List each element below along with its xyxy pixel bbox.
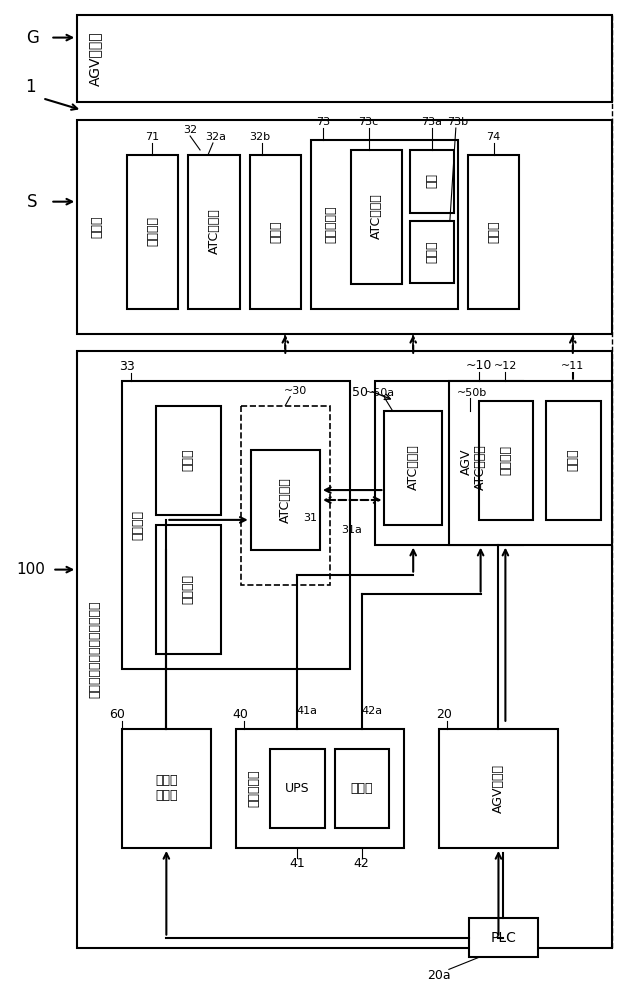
Text: 电源: 电源 [426,173,439,188]
Text: 100: 100 [16,562,45,577]
Bar [350,150,403,284]
Bar [439,729,558,848]
Bar [478,401,533,520]
Text: ~50a: ~50a [365,388,395,398]
Bar [77,120,613,334]
Text: 40: 40 [233,708,249,721]
Text: 32a: 32a [205,132,226,142]
Text: 60: 60 [109,708,125,721]
Bar [469,918,538,957]
Text: ~50b: ~50b [457,388,487,398]
Text: 驱动机构: 驱动机构 [499,445,512,475]
Text: ATC从装置: ATC从装置 [407,444,420,490]
Text: 定位销: 定位销 [566,449,579,471]
Text: 照相机: 照相机 [182,449,195,471]
Text: ATC主装置: ATC主装置 [474,444,487,490]
Bar [156,406,221,515]
Text: 1: 1 [25,78,36,96]
Text: 74: 74 [486,132,501,142]
Bar [374,381,523,545]
Text: AGV控制板: AGV控制板 [88,31,102,86]
Text: 73a: 73a [422,117,442,127]
Bar [249,155,301,309]
Text: 42a: 42a [361,706,382,716]
Bar [335,749,390,828]
Bar [122,381,350,669]
Text: 32: 32 [183,125,197,135]
Text: 32b: 32b [249,132,270,142]
Text: ~12: ~12 [494,361,517,371]
Text: 作业器具: 作业器具 [146,217,159,246]
Bar [271,749,325,828]
Text: 73c: 73c [358,117,379,127]
Bar [156,525,221,654]
Text: 定位槽: 定位槽 [487,220,500,243]
Text: 动力蓄积部: 动力蓄积部 [247,770,260,807]
Text: 机器人臂: 机器人臂 [131,510,144,540]
Text: 33: 33 [119,360,134,373]
Bar [410,150,454,213]
Bar [467,155,520,309]
Bar [127,155,178,309]
Text: PLC: PLC [491,931,516,945]
Bar [385,410,442,525]
Bar [77,15,613,102]
Text: 空压源: 空压源 [426,240,439,263]
Bar [311,140,458,309]
Text: ~30: ~30 [284,386,307,396]
Bar [251,450,320,550]
Bar [236,729,404,848]
Text: 41: 41 [289,857,305,870]
Bar [77,351,613,948]
Text: 20: 20 [436,708,452,721]
Text: 41a: 41a [296,706,318,716]
Text: ~10: ~10 [466,359,492,372]
Text: 机器人臂: 机器人臂 [182,574,195,604]
Text: ATC从装置: ATC从装置 [208,209,221,254]
Text: S: S [27,193,38,211]
Text: AGV: AGV [460,449,473,475]
Text: 31a: 31a [341,525,362,535]
Text: 71: 71 [145,132,159,142]
Bar [546,401,601,520]
Text: 作业站: 作业站 [91,215,104,238]
Text: 50: 50 [352,386,368,399]
Bar [240,406,330,585]
Text: AGV控制部: AGV控制部 [492,764,505,813]
Text: 带机器人臂的自动运输车系统: 带机器人臂的自动运输车系统 [89,600,102,698]
Text: ATC主装置: ATC主装置 [279,477,292,523]
Text: 空气箱: 空气箱 [350,782,373,795]
Text: UPS: UPS [285,782,309,795]
Text: 动力供给源: 动力供给源 [325,206,338,243]
Text: 31: 31 [303,513,317,523]
Text: ~11: ~11 [561,361,584,371]
Bar [452,410,509,525]
Text: 42: 42 [354,857,370,870]
Text: 手主体: 手主体 [269,220,282,243]
Text: 73b: 73b [448,117,468,127]
Text: 73: 73 [316,117,330,127]
Text: G: G [26,29,39,47]
Bar [122,729,211,848]
Text: 20a: 20a [427,969,451,982]
Text: 机器人
控制器: 机器人 控制器 [155,774,177,802]
Text: ATC从装置: ATC从装置 [370,194,383,239]
Bar [410,221,454,283]
Bar [188,155,240,309]
Bar [449,381,613,545]
